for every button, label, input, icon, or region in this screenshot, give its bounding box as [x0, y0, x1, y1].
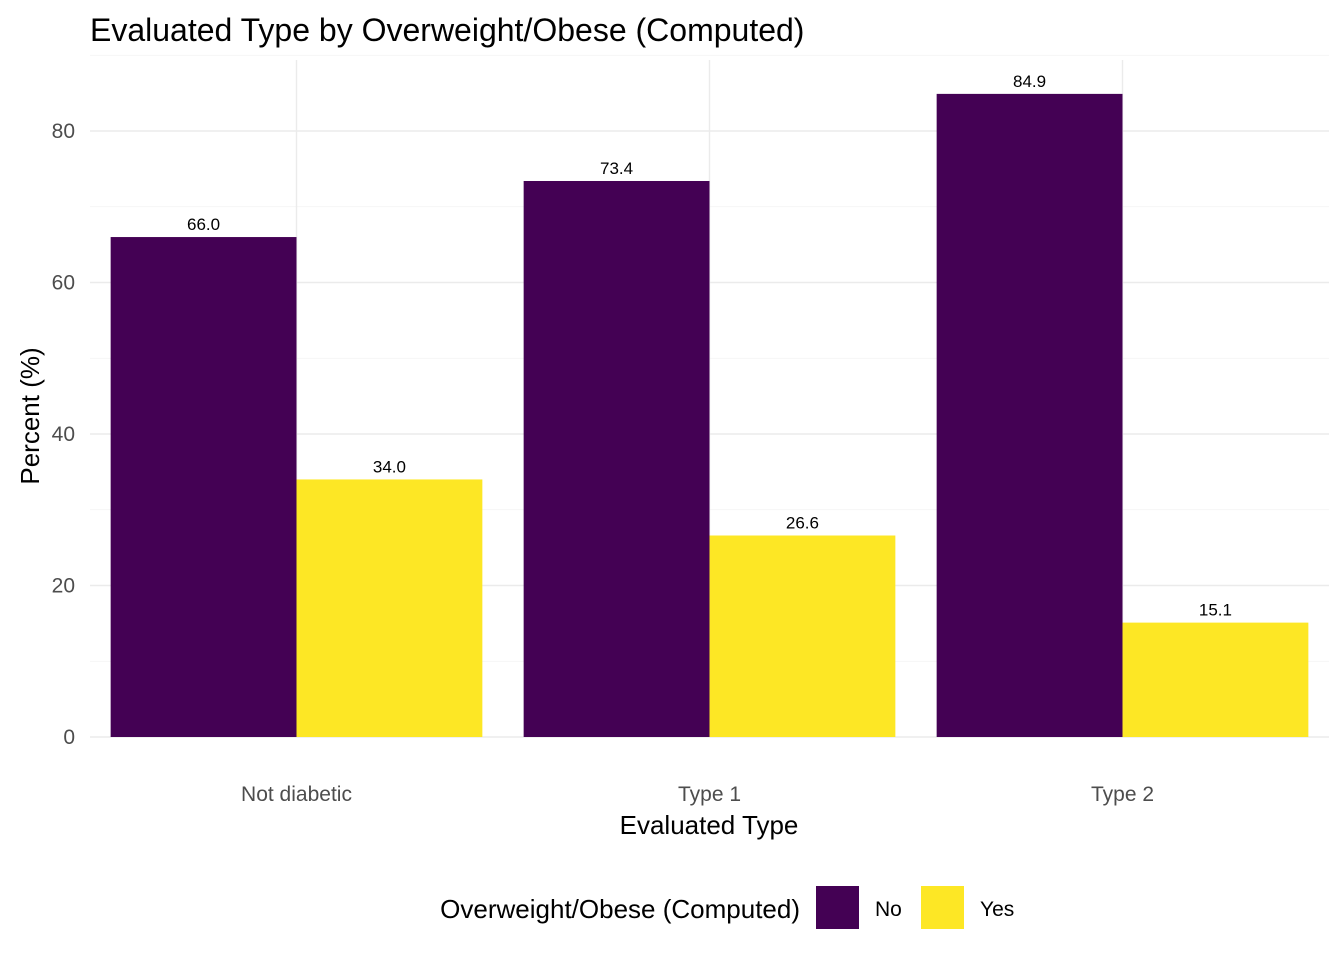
bar-yes-type-2 — [1122, 622, 1309, 737]
legend-items: No Yes — [816, 886, 1014, 929]
data-label: 84.9 — [1013, 72, 1046, 91]
data-label: 26.6 — [786, 514, 819, 533]
y-tick-label: 0 — [63, 726, 75, 749]
data-label: 15.1 — [1199, 601, 1232, 620]
y-axis-ticks: 0 20 40 60 80 — [52, 120, 75, 749]
bar-yes-type-1 — [709, 535, 896, 737]
y-tick-label: 60 — [52, 272, 75, 295]
bar-no-type-1 — [523, 180, 710, 737]
x-axis-ticks: Not diabetic Type 1 Type 2 — [241, 783, 1154, 806]
legend-key-no — [816, 886, 859, 929]
y-axis-title: Percent (%) — [15, 347, 45, 484]
bar-yes-not-diabetic — [296, 479, 483, 737]
legend-key-yes — [921, 886, 964, 929]
x-axis-title: Evaluated Type — [620, 810, 799, 840]
x-tick-label: Not diabetic — [241, 783, 352, 806]
bar-no-type-2 — [936, 93, 1123, 737]
data-label: 66.0 — [187, 215, 220, 234]
bar-no-not-diabetic — [110, 237, 297, 738]
x-tick-label: Type 1 — [678, 783, 741, 806]
data-label: 73.4 — [600, 159, 633, 178]
data-label: 34.0 — [373, 457, 406, 476]
legend: Overweight/Obese (Computed) No Yes — [440, 886, 1014, 929]
data-labels: 66.0 34.0 73.4 26.6 84.9 15.1 — [187, 72, 1232, 620]
legend-label-no: No — [875, 898, 902, 921]
bars — [110, 93, 1309, 738]
legend-title: Overweight/Obese (Computed) — [440, 894, 800, 924]
legend-label-yes: Yes — [980, 898, 1014, 921]
y-tick-label: 40 — [52, 423, 75, 446]
y-tick-label: 20 — [52, 575, 75, 598]
chart-title: Evaluated Type by Overweight/Obese (Comp… — [90, 12, 804, 48]
y-tick-label: 80 — [52, 120, 75, 143]
x-tick-label: Type 2 — [1091, 783, 1154, 806]
